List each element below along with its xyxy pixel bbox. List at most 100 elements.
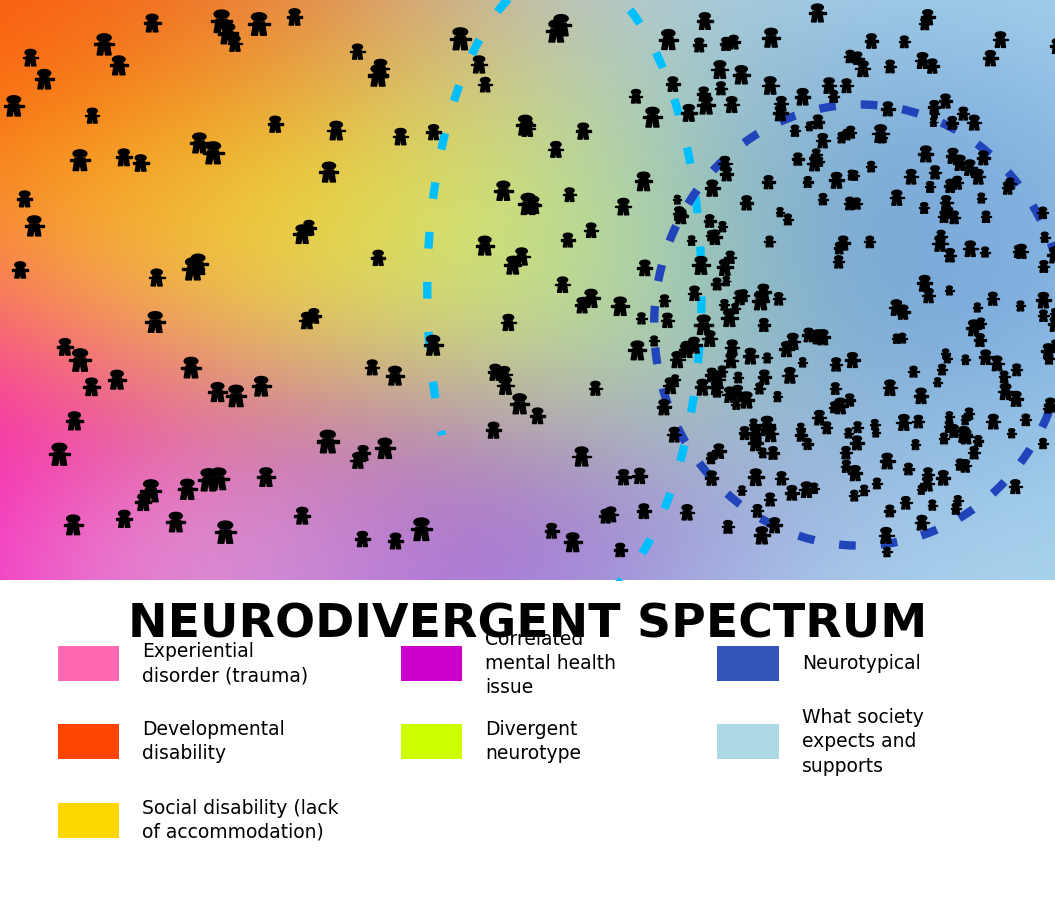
Polygon shape	[117, 383, 123, 389]
Circle shape	[533, 408, 542, 414]
Circle shape	[909, 366, 917, 370]
Polygon shape	[113, 69, 118, 75]
Polygon shape	[943, 357, 952, 358]
Polygon shape	[49, 453, 70, 455]
Polygon shape	[614, 310, 620, 315]
Circle shape	[1043, 344, 1053, 349]
Polygon shape	[740, 490, 745, 492]
Polygon shape	[953, 185, 957, 189]
Polygon shape	[962, 464, 968, 468]
Polygon shape	[837, 367, 841, 371]
Circle shape	[111, 370, 123, 377]
Circle shape	[601, 509, 610, 514]
Circle shape	[793, 153, 802, 157]
Circle shape	[850, 465, 860, 471]
Polygon shape	[153, 26, 158, 32]
Circle shape	[823, 422, 830, 427]
Polygon shape	[816, 337, 830, 338]
Polygon shape	[675, 382, 678, 384]
Polygon shape	[756, 538, 762, 544]
Polygon shape	[921, 152, 931, 157]
Polygon shape	[350, 460, 365, 461]
Polygon shape	[998, 391, 1013, 392]
Circle shape	[838, 132, 845, 136]
Polygon shape	[985, 61, 991, 66]
Polygon shape	[110, 65, 128, 67]
Polygon shape	[1042, 237, 1048, 239]
Polygon shape	[385, 452, 391, 458]
Polygon shape	[612, 305, 629, 307]
Polygon shape	[720, 454, 724, 458]
Polygon shape	[754, 388, 765, 389]
Polygon shape	[1008, 190, 1012, 194]
Polygon shape	[893, 196, 901, 201]
Polygon shape	[832, 364, 840, 367]
Polygon shape	[939, 438, 950, 439]
Polygon shape	[798, 430, 801, 433]
Polygon shape	[298, 514, 307, 519]
Circle shape	[513, 394, 526, 401]
Polygon shape	[28, 224, 40, 230]
Circle shape	[426, 336, 440, 343]
Circle shape	[926, 182, 934, 185]
Polygon shape	[356, 453, 370, 454]
Polygon shape	[918, 153, 934, 155]
Polygon shape	[765, 181, 772, 184]
Polygon shape	[563, 243, 568, 247]
Polygon shape	[737, 395, 743, 400]
Polygon shape	[915, 420, 922, 424]
Polygon shape	[725, 256, 736, 258]
Polygon shape	[1053, 45, 1055, 49]
Polygon shape	[426, 349, 433, 356]
Circle shape	[191, 254, 205, 262]
Polygon shape	[488, 433, 494, 438]
Polygon shape	[991, 61, 996, 66]
Polygon shape	[74, 528, 80, 535]
Polygon shape	[730, 321, 735, 327]
Polygon shape	[663, 323, 667, 328]
Polygon shape	[645, 271, 650, 275]
Circle shape	[894, 334, 900, 338]
Polygon shape	[780, 348, 793, 350]
Polygon shape	[983, 160, 987, 165]
Polygon shape	[660, 320, 674, 321]
Polygon shape	[890, 391, 895, 395]
Polygon shape	[738, 492, 742, 495]
Polygon shape	[738, 380, 742, 382]
Polygon shape	[819, 140, 827, 143]
Polygon shape	[293, 233, 311, 235]
Polygon shape	[893, 306, 901, 310]
Circle shape	[831, 382, 839, 387]
Polygon shape	[830, 388, 841, 389]
Polygon shape	[310, 315, 318, 319]
Polygon shape	[848, 177, 851, 180]
Polygon shape	[781, 116, 785, 121]
Polygon shape	[867, 40, 876, 44]
Circle shape	[546, 524, 556, 529]
Polygon shape	[766, 502, 770, 506]
Polygon shape	[940, 247, 945, 251]
Polygon shape	[191, 268, 197, 274]
Circle shape	[586, 289, 597, 296]
Polygon shape	[985, 360, 991, 364]
Polygon shape	[65, 350, 71, 356]
Polygon shape	[962, 436, 971, 439]
Polygon shape	[26, 56, 35, 61]
Polygon shape	[945, 155, 960, 157]
Polygon shape	[550, 29, 562, 35]
Polygon shape	[922, 486, 927, 491]
Polygon shape	[674, 202, 677, 204]
Polygon shape	[725, 398, 729, 402]
Polygon shape	[907, 176, 915, 179]
Polygon shape	[1016, 305, 1025, 306]
Polygon shape	[373, 256, 382, 261]
Polygon shape	[296, 519, 302, 524]
Circle shape	[872, 428, 879, 431]
Polygon shape	[727, 104, 736, 108]
Polygon shape	[1017, 254, 1021, 258]
Polygon shape	[782, 106, 786, 111]
Polygon shape	[953, 158, 958, 163]
Polygon shape	[228, 38, 234, 44]
Polygon shape	[846, 402, 849, 406]
Circle shape	[846, 50, 855, 55]
